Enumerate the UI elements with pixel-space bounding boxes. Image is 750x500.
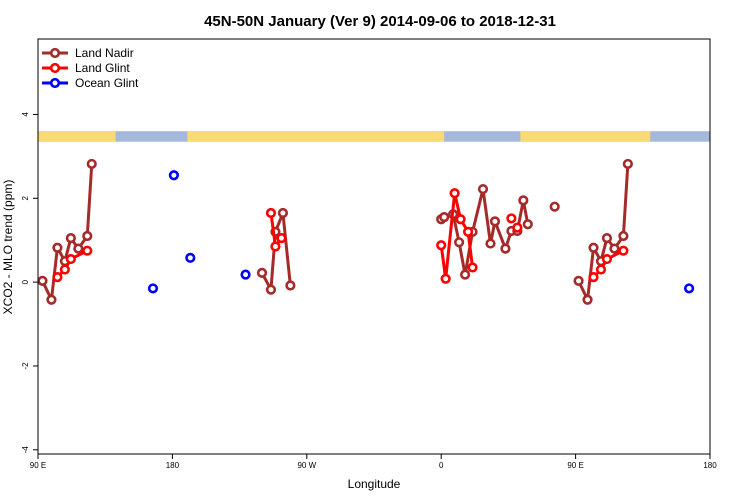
land-glint-point [588, 272, 599, 283]
land-nadir-point [46, 294, 57, 305]
x-axis-label: Longitude [348, 477, 401, 491]
land-nadir-point [265, 284, 277, 295]
ocean-glint-point [185, 252, 196, 263]
axes: 90 E 180 90 W 0 90 E 180 -4 -2 0 2 4 [21, 112, 717, 470]
land-nadir-point [477, 183, 489, 195]
land-glint-point [82, 245, 93, 256]
legend-label-land-nadir: Land Nadir [75, 46, 134, 60]
land-glint-point [59, 264, 70, 275]
legend-label-land-glint: Land Glint [75, 61, 130, 75]
land-nadir-point [573, 275, 584, 286]
land-glint-point [595, 264, 607, 275]
ocean-glint-point [683, 283, 695, 294]
land-nadir-point [52, 242, 63, 253]
y-axis-label: XCO2 - MLO trend (ppm) [1, 180, 15, 315]
land-nadir-point [582, 294, 593, 305]
land-nadir-point [73, 243, 84, 254]
land-glint-line [439, 191, 475, 281]
land-nadir-line [41, 163, 94, 302]
legend-marker-land-glint [49, 62, 61, 74]
land-nadir-point [65, 233, 76, 244]
x-tick-label: 180 [703, 461, 717, 470]
land-segment [520, 131, 651, 142]
land-nadir-point [489, 216, 501, 227]
land-nadir-point [256, 267, 268, 279]
land-nadir-point [522, 219, 533, 230]
x-tick-label: 90 E [30, 461, 46, 470]
land-nadir-point [459, 269, 471, 280]
land-glint-point [270, 241, 281, 252]
land-nadir-point [277, 207, 289, 219]
x-tick-label: 90 E [567, 461, 583, 470]
land-glint-point [618, 245, 629, 256]
land-ocean-band [38, 131, 710, 142]
land-glint-point [601, 253, 613, 265]
land-nadir-point [601, 233, 613, 244]
land-nadir-point [439, 212, 450, 223]
land-nadir-point [485, 238, 496, 249]
land-nadir-line [577, 163, 630, 302]
land-nadir-point [37, 275, 48, 286]
ocean-glint-point [168, 170, 179, 181]
land-nadir-point [454, 237, 465, 248]
land-nadir-point [82, 230, 93, 242]
y-tick-label: 4 [21, 112, 30, 117]
land-glint-point [436, 240, 447, 251]
land-nadir-point [500, 243, 511, 254]
land-glint-point [52, 272, 63, 283]
legend-marker-land-nadir [49, 47, 61, 59]
y-tick-label: -2 [21, 362, 30, 370]
y-tick-label: 2 [21, 196, 30, 201]
land-glint-point [65, 253, 76, 265]
land-nadir-point [622, 158, 633, 170]
land-glint-point [455, 214, 466, 225]
land-glint-point [440, 273, 451, 284]
legend-marker-ocean-glint [49, 77, 61, 89]
land-nadir-point [588, 242, 599, 253]
land-nadir-point [549, 201, 560, 212]
legend-label-ocean-glint: Ocean Glint [75, 76, 139, 90]
land-nadir-point [618, 230, 629, 242]
land-nadir-point [86, 158, 97, 170]
land-nadir-point [609, 243, 620, 254]
land-glint-point [506, 213, 517, 224]
x-tick-label: 0 [439, 461, 444, 470]
land-segment [38, 131, 116, 142]
x-tick-label: 180 [166, 461, 180, 470]
land-glint-point [512, 222, 523, 233]
plot-series [37, 158, 695, 305]
land-nadir-point [518, 195, 529, 206]
plot-frame [37, 38, 711, 455]
land-nadir-point [285, 280, 296, 291]
y-tick-label: 0 [21, 279, 30, 284]
y-tick-label: -4 [21, 446, 30, 454]
land-glint-point [467, 262, 478, 273]
land-segment [187, 131, 445, 142]
ocean-glint-point [147, 283, 159, 294]
x-tick-label: 90 W [297, 461, 316, 470]
land-glint-point [449, 188, 460, 199]
chart-title: 45N-50N January (Ver 9) 2014-09-06 to 20… [204, 13, 556, 30]
land-glint-point [265, 207, 277, 219]
ocean-glint-point [240, 269, 251, 280]
land-glint-point [462, 226, 474, 237]
land-glint-line [56, 249, 88, 279]
land-glint-line [592, 249, 625, 279]
land-glint-point [276, 233, 287, 244]
